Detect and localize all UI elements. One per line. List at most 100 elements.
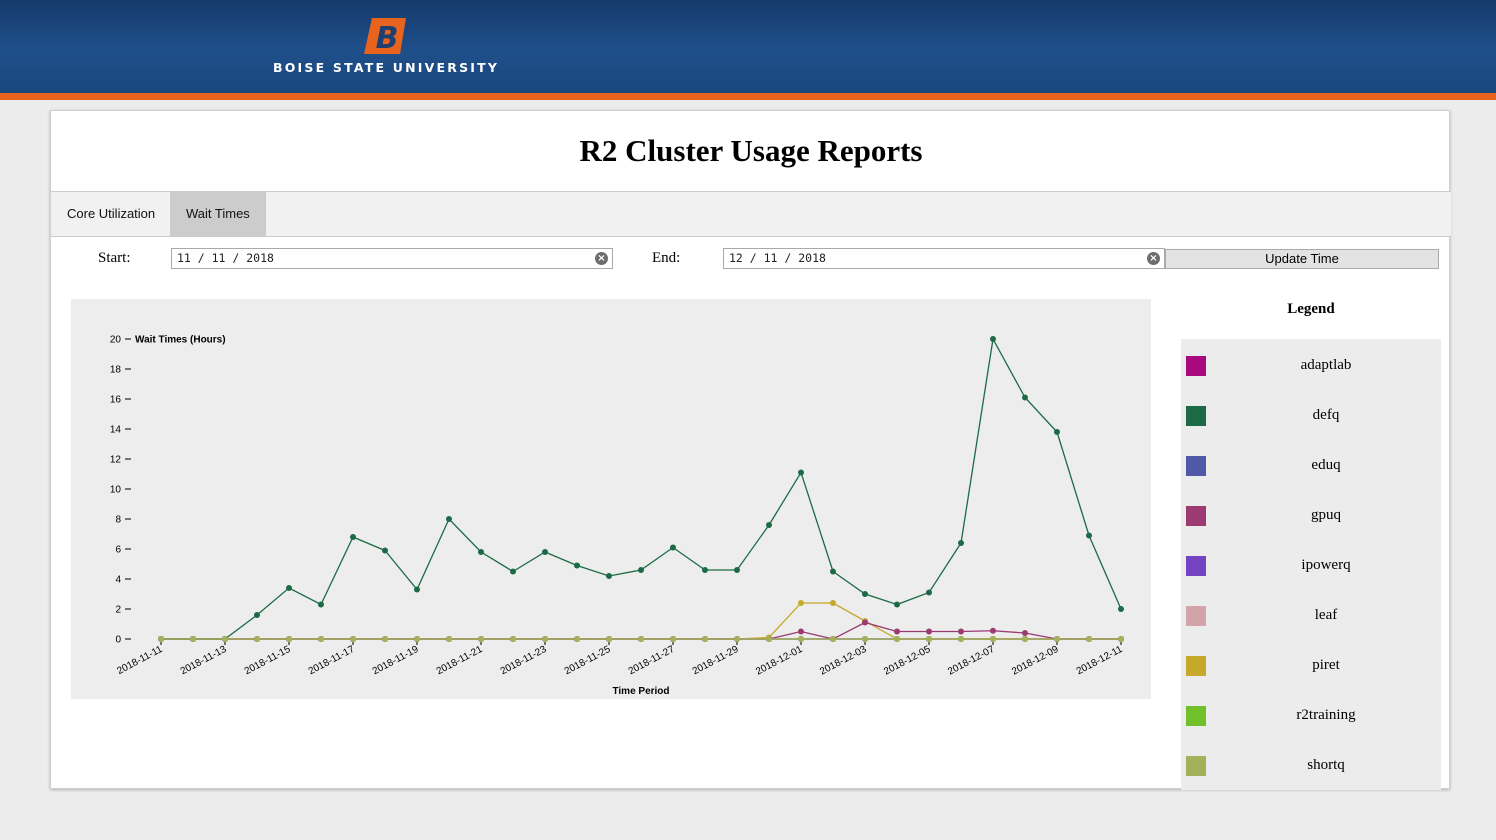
data-point-shortq [606,636,612,642]
data-point-shortq [158,636,164,642]
data-point-gpuq [862,619,868,626]
legend-item-r2training: r2training [1181,701,1441,731]
legend-item-defq: defq [1181,401,1441,431]
start-label: Start: [98,250,131,266]
data-point-shortq [734,636,740,642]
legend-item-leaf: leaf [1181,601,1441,631]
legend-swatch [1186,656,1206,676]
data-point-defq [670,544,676,551]
data-point-defq [894,601,900,608]
data-point-defq [1086,532,1092,539]
y-tick-label: 10 [110,485,122,496]
end-date-input[interactable]: 12 / 11 / 2018 × [723,248,1165,269]
y-axis-label: Wait Times (Hours) [135,335,226,346]
data-point-gpuq [798,628,804,635]
legend-label: leaf [1314,607,1338,623]
data-point-shortq [638,636,644,642]
data-point-defq [862,591,868,597]
university-name[interactable]: BOISE STATE UNIVERSITY [273,60,500,75]
y-tick-label: 12 [110,455,122,466]
data-point-defq [382,547,388,554]
update-time-button[interactable]: Update Time [1165,249,1439,269]
tab-wait-times[interactable]: Wait Times [170,192,266,236]
header-accent-stripe [0,93,1496,100]
x-tick-label: 2018-11-11 [115,644,164,677]
data-point-shortq [222,636,228,642]
data-point-gpuq [990,627,996,634]
data-point-shortq [414,636,420,642]
legend-swatch [1186,406,1206,426]
data-point-gpuq [958,628,964,635]
chart-svg: 0 2 4 6 8 10 12 14 16 18 20 Wait Times (Hours) 2018-… [110,335,1125,698]
data-point-shortq [318,636,324,642]
tab-core-utilization[interactable]: Core Utilization [67,206,156,221]
data-point-shortq [350,636,356,642]
data-point-shortq [798,636,804,642]
series-line-defq [161,337,1122,640]
data-point-gpuq [926,628,932,635]
tab-bar: Core Utilization Wait Times [51,191,1451,237]
page-title: R2 Cluster Usage Reports [579,133,923,168]
x-tick-label: 2018-11-15 [243,644,293,678]
data-point-defq [446,516,452,522]
data-point-shortq [862,636,868,642]
clear-start-date-icon[interactable]: × [595,252,608,265]
x-tick-label: 2018-11-27 [627,644,677,678]
end-date-value: 12 / 11 / 2018 [729,251,826,265]
legend-label: shortq [1307,757,1345,773]
data-point-gpuq [1022,630,1028,636]
data-point-defq [318,601,324,608]
data-point-defq [766,522,772,528]
start-date-input[interactable]: 11 / 11 / 2018 × [171,248,613,269]
clear-end-date-icon[interactable]: × [1147,252,1160,265]
series-line-piret [161,602,1121,640]
data-point-defq [990,336,996,342]
legend-title: Legend [1287,301,1335,317]
end-label: End: [652,250,681,266]
x-tick-label: 2018-12-03 [818,644,869,678]
data-point-defq [510,568,516,575]
data-point-shortq [1054,636,1060,642]
legend-swatch [1186,506,1206,526]
data-point-shortq [446,636,452,642]
data-point-shortq [510,636,516,642]
legend-swatch [1186,456,1206,476]
x-tick-label: 2018-12-11 [1075,644,1125,678]
data-point-shortq [190,636,196,642]
data-point-shortq [990,636,996,642]
logo-letter: B [376,21,399,56]
data-point-shortq [958,636,964,642]
y-tick-label: 2 [115,605,121,616]
wait-times-chart: 0 2 4 6 8 10 12 14 16 18 20 Wait Times (Hours) 2018-… [71,299,1151,699]
data-point-shortq [702,636,708,642]
legend-swatch [1186,606,1206,626]
data-point-gpuq [894,628,900,635]
site-header: B BOISE STATE UNIVERSITY [0,0,1496,93]
legend-label: gpuq [1311,507,1341,523]
data-point-defq [926,589,932,596]
data-point-defq [1022,394,1028,401]
x-tick-label: 2018-11-21 [435,644,485,678]
data-point-shortq [766,636,772,642]
data-point-piret [798,600,804,606]
data-point-shortq [254,636,260,642]
data-point-defq [606,573,612,579]
legend-swatch [1186,756,1206,776]
x-tick-label: 2018-11-19 [371,644,421,678]
data-point-shortq [670,636,676,642]
y-tick-label: 4 [115,575,121,586]
legend-swatch [1186,706,1206,726]
legend-item-piret: piret [1181,651,1441,681]
data-point-defq [638,567,644,573]
legend-label: eduq [1311,457,1341,473]
y-tick-label: 6 [115,545,121,556]
y-tick-label: 0 [115,635,121,646]
legend: adaptlab defq eduq gpuq ipowerq leaf piret r2tr… [1181,339,1441,790]
boise-state-b-logo-icon[interactable]: B [360,16,410,56]
data-point-defq [414,586,420,593]
legend-label: adaptlab [1300,357,1352,373]
data-point-defq [1118,606,1124,612]
y-tick-label: 14 [110,425,122,436]
data-point-defq [958,540,964,546]
legend-item-eduq: eduq [1181,451,1441,481]
